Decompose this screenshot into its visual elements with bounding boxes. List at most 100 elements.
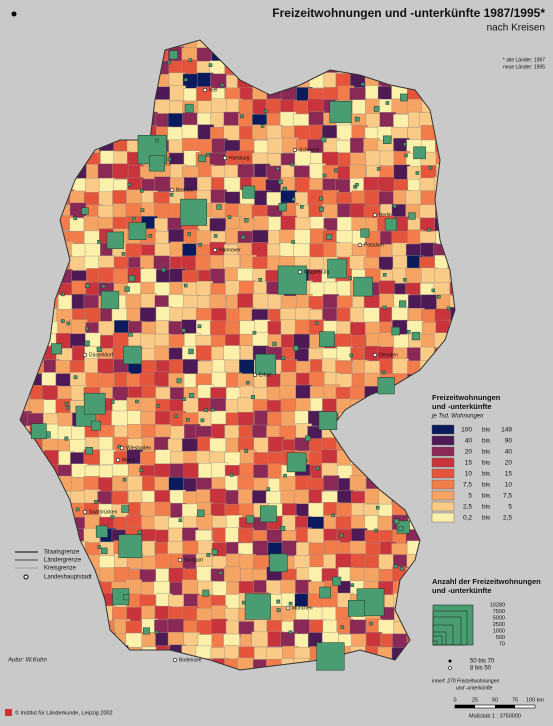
city-label: Bremen <box>176 187 194 193</box>
symbol <box>31 423 47 439</box>
symbol <box>293 345 299 351</box>
symbol <box>97 240 101 244</box>
district <box>281 540 299 556</box>
district <box>196 514 213 530</box>
size-legend: Anzahl der Freizeitwohnungen und -unterk… <box>432 577 541 691</box>
district <box>113 332 130 348</box>
district <box>238 359 256 375</box>
district <box>71 280 89 296</box>
symbol <box>128 275 136 282</box>
symbol <box>276 166 280 171</box>
symbol <box>383 135 392 144</box>
district <box>210 410 228 427</box>
district <box>253 464 270 480</box>
district <box>336 216 354 233</box>
symbol <box>291 240 295 244</box>
symbol <box>319 196 324 201</box>
size-label: 10280 <box>490 602 505 608</box>
symbol <box>183 283 188 288</box>
symbol <box>167 157 172 162</box>
district <box>223 111 241 128</box>
district <box>211 581 229 597</box>
symbol <box>282 186 287 192</box>
symbol <box>333 168 338 173</box>
size-label: 1000 <box>493 628 505 634</box>
symbol <box>135 399 139 404</box>
symbol <box>66 405 70 410</box>
district <box>392 358 409 374</box>
district <box>253 215 271 232</box>
scale-tick: 0 <box>453 697 456 703</box>
legend-to: 10 <box>505 482 513 489</box>
district <box>127 423 144 440</box>
district <box>182 359 200 375</box>
district <box>69 217 86 234</box>
district <box>280 215 297 231</box>
district <box>168 527 185 544</box>
district <box>365 113 383 129</box>
symbol <box>106 231 124 249</box>
district <box>97 477 115 493</box>
city-label: Kiel <box>209 87 217 93</box>
logo <box>5 709 12 716</box>
district <box>211 618 228 635</box>
city-label: München <box>292 605 313 611</box>
symbol <box>240 114 244 119</box>
district <box>181 124 199 141</box>
district <box>237 476 254 492</box>
symbol <box>355 182 359 187</box>
symbol <box>198 154 206 163</box>
symbol <box>188 348 194 355</box>
district <box>140 268 157 284</box>
symbol <box>202 589 210 597</box>
symbol <box>340 625 345 629</box>
district <box>294 489 311 505</box>
district <box>195 345 213 361</box>
city-dot <box>172 657 178 663</box>
district <box>238 527 255 544</box>
district <box>237 412 255 428</box>
district <box>363 567 381 584</box>
legend-to: 40 <box>505 449 513 456</box>
symbol <box>413 146 426 160</box>
district <box>364 189 381 206</box>
size-foot: innerf. 270 Freizeitwohnungen <box>432 678 499 684</box>
line-legend: Staatsgrenze Ländergrenze Kreisgrenze La… <box>15 550 92 581</box>
symbol <box>278 203 287 212</box>
symbol <box>406 330 411 334</box>
legend: Freizeitwohnungen und -unterkünfte je Ts… <box>431 393 513 523</box>
symbol <box>227 215 232 219</box>
district <box>280 631 297 648</box>
symbol <box>75 507 80 512</box>
symbol <box>374 528 378 533</box>
symbol <box>326 234 333 240</box>
district <box>405 267 422 284</box>
district <box>363 176 380 193</box>
symbol <box>95 525 108 538</box>
symbol <box>124 286 130 292</box>
symbol <box>286 452 307 473</box>
district <box>365 150 382 167</box>
symbol <box>167 60 172 65</box>
symbol <box>51 343 63 355</box>
city-dot <box>357 242 363 248</box>
district <box>364 530 382 546</box>
symbol <box>316 466 320 471</box>
symbol <box>121 252 126 256</box>
symbol <box>399 300 407 308</box>
symbol <box>73 375 78 380</box>
symbol <box>128 332 133 337</box>
district <box>97 163 115 180</box>
symbol <box>332 576 342 586</box>
symbol <box>184 103 194 113</box>
symbol <box>360 228 370 238</box>
symbol <box>61 319 65 323</box>
district <box>125 293 143 310</box>
city-label: Saarbrücken <box>89 509 118 515</box>
symbol <box>244 218 249 223</box>
line-label: Staatsgrenze <box>44 550 80 556</box>
district <box>112 163 129 179</box>
district <box>279 476 296 492</box>
legend-from: 0,2 <box>463 515 472 522</box>
